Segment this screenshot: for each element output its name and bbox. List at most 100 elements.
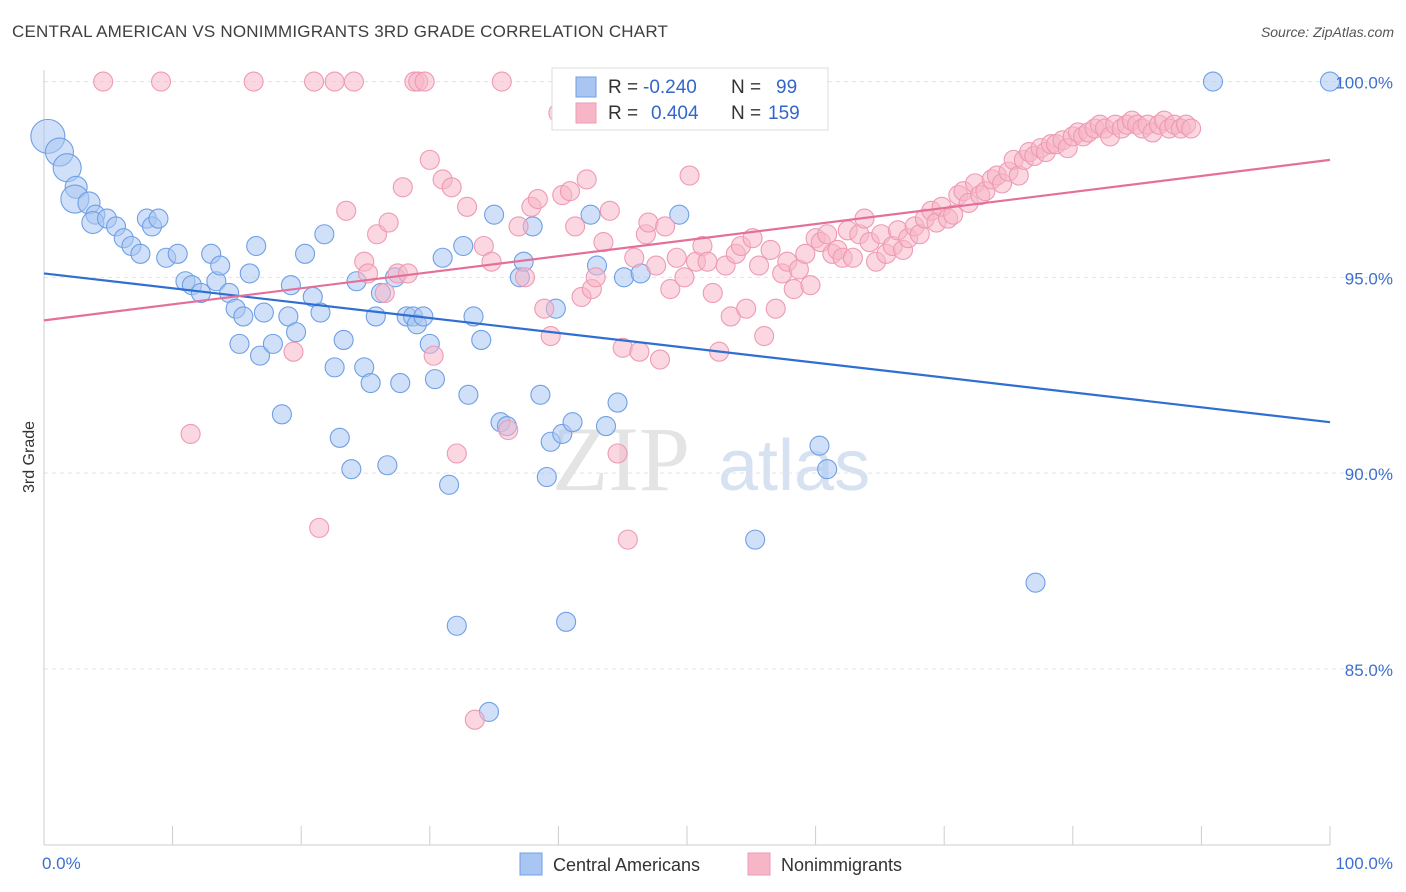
nonimmigrant-point-24 xyxy=(441,177,462,198)
nonimmigrant-point-52 xyxy=(629,341,650,362)
nonimmigrant-point-65 xyxy=(702,282,723,304)
legend-r-label-1: R = xyxy=(608,77,638,98)
nonimmigrant-point-2 xyxy=(180,423,201,444)
nonimmigrant-point-40 xyxy=(559,181,581,202)
central-point-62 xyxy=(453,235,474,257)
legend-swatch-nonimmigrants xyxy=(575,102,597,124)
nonimmigrant-point-76 xyxy=(765,298,786,319)
nonimmigrant-point-1 xyxy=(150,71,172,92)
central-point-58 xyxy=(424,369,445,390)
central-point-37 xyxy=(295,243,316,264)
central-point-63 xyxy=(458,384,479,405)
nonimmigrant-point-13 xyxy=(374,282,395,304)
legend-n-label-1: N = xyxy=(731,77,761,98)
nonimmigrant-point-8 xyxy=(336,200,357,221)
central-point-80 xyxy=(580,204,601,225)
central-point-61 xyxy=(446,615,467,636)
nonimmigrant-point-4 xyxy=(283,341,304,362)
nonimmigrant-point-47 xyxy=(599,200,620,221)
central-point-29 xyxy=(246,235,267,257)
nonimmigrant-point-108 xyxy=(943,204,964,225)
nonimmigrant-point-32 xyxy=(508,216,529,237)
central-point-35 xyxy=(280,275,301,296)
central-point-79 xyxy=(562,412,583,433)
series-legend: Central Americans Nonimmigrants xyxy=(519,852,902,876)
y-tick-label-0: 85.0% xyxy=(1345,661,1393,680)
nonimmigrant-point-85 xyxy=(817,224,838,245)
central-point-36 xyxy=(286,322,307,343)
central-point-17 xyxy=(167,243,188,264)
central-point-23 xyxy=(210,255,231,276)
central-point-43 xyxy=(333,329,354,351)
central-point-93 xyxy=(1202,71,1224,92)
legend-r-value-1: -0.240 xyxy=(643,77,697,98)
nonimmigrant-point-0 xyxy=(93,71,114,92)
nonimmigrant-point-21 xyxy=(419,149,440,170)
y-tick-label-2: 95.0% xyxy=(1345,269,1393,288)
nonimmigrant-point-54 xyxy=(638,212,659,233)
trend-line-0 xyxy=(43,272,1331,424)
nonimmigrant-point-35 xyxy=(527,188,548,210)
central-point-39 xyxy=(310,302,331,323)
central-point-50 xyxy=(377,455,398,476)
nonimmigrant-point-59 xyxy=(666,247,687,268)
x-tick-label-1: 100.0% xyxy=(1335,854,1393,873)
central-point-32 xyxy=(262,333,283,354)
central-point-15 xyxy=(148,208,169,229)
nonimmigrant-point-14 xyxy=(378,212,399,233)
nonimmigrant-point-74 xyxy=(754,325,775,347)
nonimmigrant-point-20 xyxy=(414,71,435,92)
nonimmigrant-point-58 xyxy=(660,279,681,300)
nonimmigrant-point-11 xyxy=(358,263,379,284)
central-point-30 xyxy=(249,345,271,366)
nonimmigrant-point-45 xyxy=(585,267,606,288)
nonimmigrant-point-50 xyxy=(617,529,638,550)
nonimmigrant-point-37 xyxy=(540,325,561,347)
nonimmigrant-point-7 xyxy=(324,71,345,92)
nonimmigrant-point-25 xyxy=(446,443,467,464)
nonimmigrant-point-48 xyxy=(607,443,628,464)
y-tick-label-3: 100.0% xyxy=(1335,74,1393,93)
gridlines xyxy=(44,81,1392,670)
nonimmigrant-point-30 xyxy=(491,71,512,92)
nonimmigrant-point-31 xyxy=(498,419,519,441)
trend-lines xyxy=(43,158,1331,424)
nonimmigrant-point-6 xyxy=(309,517,330,538)
nonimmigrant-point-75 xyxy=(760,239,781,260)
central-point-59 xyxy=(432,247,453,268)
legend-n-label-2: N = xyxy=(731,103,761,124)
central-point-31 xyxy=(253,302,274,323)
legend-n-value-1: 99 xyxy=(776,77,797,98)
nonimmigrant-point-64 xyxy=(697,251,718,272)
nonimmigrant-point-56 xyxy=(649,349,671,370)
x-tick-label-0: 0.0% xyxy=(42,854,81,873)
nonimmigrant-point-29 xyxy=(481,251,502,272)
nonimmigrant-point-152 xyxy=(1181,118,1202,139)
nonimmigrant-point-81 xyxy=(795,243,816,264)
central-point-64 xyxy=(463,306,484,327)
central-point-12 xyxy=(130,243,151,264)
nonimmigrant-point-90 xyxy=(842,247,863,268)
central-point-91 xyxy=(817,459,838,480)
bottom-legend-swatch-nonimmigrants xyxy=(747,852,771,876)
nonimmigrant-point-22 xyxy=(423,345,444,366)
central-point-84 xyxy=(613,267,635,288)
tick-labels: 85.0% 90.0% 95.0% 100.0% 0.0% 100.0% xyxy=(42,74,1393,873)
central-point-75 xyxy=(536,466,557,488)
central-point-44 xyxy=(341,459,362,480)
central-point-78 xyxy=(556,611,577,632)
y-axis-title: 3rd Grade xyxy=(21,421,38,493)
nonimmigrant-point-60 xyxy=(674,267,695,288)
bottom-legend-label-central: Central Americans xyxy=(553,855,700,875)
watermark-atlas: atlas xyxy=(718,426,870,506)
nonimmigrant-point-79 xyxy=(783,279,804,300)
central-point-90 xyxy=(809,435,830,456)
nonimmigrant-point-33 xyxy=(514,267,536,288)
bottom-legend-label-nonimmigrants: Nonimmigrants xyxy=(781,855,902,875)
central-point-47 xyxy=(360,372,381,394)
nonimmigrant-point-27 xyxy=(464,709,485,730)
chart-title: CENTRAL AMERICAN VS NONIMMIGRANTS 3RD GR… xyxy=(12,22,669,41)
central-point-41 xyxy=(324,357,345,378)
nonimmigrant-point-57 xyxy=(655,216,676,237)
